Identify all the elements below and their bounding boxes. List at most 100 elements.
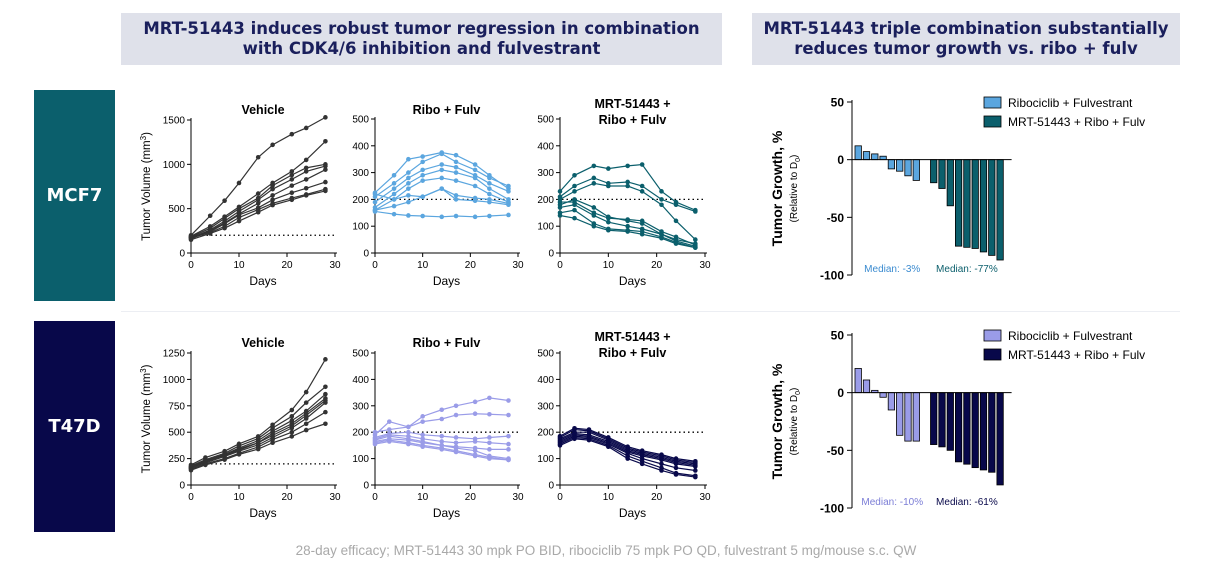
mcf7-waterfall-bar bbox=[988, 159, 996, 256]
mcf7-waterfall-bar bbox=[912, 159, 920, 181]
mcf7-vehicle-series-4-point bbox=[270, 193, 275, 198]
t47d-vehicle-series-2-point bbox=[289, 418, 295, 423]
mcf7-ribo-series-6-point bbox=[472, 195, 478, 201]
mcf7-combo-ytick-label: 100 bbox=[537, 222, 554, 233]
t47d-ribo-series-7-point bbox=[387, 439, 392, 444]
t47d-ribo-series-0-point bbox=[453, 403, 459, 409]
mcf7-ribo-series-1-point bbox=[391, 181, 397, 186]
mcf7-ribo-series-2-point bbox=[372, 199, 378, 205]
t47d-vehicle-ylabel-sup: 3 bbox=[139, 368, 148, 373]
t47d-ribo-series-1-point bbox=[487, 411, 492, 417]
mcf7-waterfall-ylabel-sub-main: (Relative to D bbox=[789, 162, 800, 223]
t47d-ribo-series-0-point bbox=[487, 395, 492, 401]
t47d-ribo-series-1-point bbox=[387, 419, 392, 424]
t47d-combo-series-7-point bbox=[572, 436, 577, 442]
mcf7-vehicle-xtick-label: 10 bbox=[233, 260, 245, 271]
mcf7-ribo-series-0-point bbox=[406, 156, 411, 162]
t47d-waterfall-ylabel-sub-subscript: 0 bbox=[795, 391, 802, 395]
mcf7-waterfall-bar bbox=[963, 159, 971, 248]
mcf7-combo-series-2-point bbox=[572, 189, 577, 194]
t47d-combo-ytick-label: 200 bbox=[537, 428, 554, 439]
mcf7-ribo-series-7-point bbox=[472, 214, 478, 220]
mcf7-combo-series-2-point bbox=[591, 181, 597, 186]
mcf7-vehicle-xtick-label: 0 bbox=[188, 260, 194, 271]
t47d-waterfall-legend-label-0: Ribociclib + Fulvestrant bbox=[1008, 329, 1133, 343]
mcf7-combo-series-4-point bbox=[639, 221, 645, 226]
right-header-line1: MRT-51443 triple combination substantial… bbox=[763, 19, 1169, 38]
mcf7-waterfall-bar bbox=[871, 153, 879, 161]
mcf7-vehicle-series-4-point bbox=[289, 183, 295, 188]
mcf7-vehicle-series-6-point bbox=[236, 215, 242, 220]
mcf7-vehicle-series-4-point bbox=[303, 177, 309, 182]
mcf7-ribo-series-0-point bbox=[420, 154, 425, 159]
mcf7-ribo-series-6-point bbox=[453, 193, 459, 198]
mcf7-combo-series-5-point bbox=[606, 219, 611, 225]
mcf7-combo-xlabel: Days bbox=[619, 274, 646, 288]
t47d-ribo-series-2-point bbox=[506, 433, 511, 439]
t47d-waterfall-bar bbox=[912, 392, 920, 442]
t47d-ribo-xtick-label: 10 bbox=[417, 492, 429, 503]
row-label-t47d: T47D bbox=[34, 321, 115, 532]
t47d-ribo-series-2-point bbox=[453, 435, 459, 440]
mcf7-combo-ytick-label: 0 bbox=[548, 249, 554, 260]
t47d-ribo-ytick-label: 300 bbox=[352, 401, 369, 412]
t47d-ribo-ytick-label: 500 bbox=[352, 349, 369, 360]
mcf7-vehicle-ylabel: Tumor Volume (mm3) bbox=[139, 132, 153, 241]
t47d-ribo-series-4-point bbox=[487, 447, 492, 452]
right-section-header: MRT-51443 triple combination substantial… bbox=[752, 13, 1180, 65]
mcf7-combo-series-7-point bbox=[591, 223, 597, 229]
mcf7-combo-title-line1: MRT-51443 + bbox=[594, 97, 670, 111]
mcf7-ribo-series-7-point bbox=[487, 213, 492, 219]
t47d-waterfall-ytick-label: -50 bbox=[827, 444, 845, 458]
mcf7-vehicle-series-1-point bbox=[323, 138, 328, 144]
mcf7-combo-series-0-point bbox=[591, 163, 597, 169]
mcf7-waterfall-bar bbox=[996, 159, 1004, 261]
t47d-ribo-series-4-point bbox=[506, 447, 511, 452]
mcf7-combo-series-7-point bbox=[625, 229, 630, 234]
mcf7-vehicle-series-1-point bbox=[255, 191, 261, 196]
mcf7-combo-series-0-point bbox=[639, 162, 645, 167]
t47d-waterfall-bar bbox=[946, 392, 954, 451]
t47d-combo-xtick-label: 30 bbox=[699, 492, 711, 503]
mcf7-vehicle-ytick-label: 1000 bbox=[163, 160, 186, 171]
mcf7-ribo-series-4-point bbox=[439, 175, 445, 181]
mcf7-ribo-series-6-point bbox=[487, 197, 492, 202]
mcf7-ribo-ytick-label: 0 bbox=[363, 249, 369, 260]
t47d-waterfall-bar bbox=[955, 392, 963, 463]
mcf7-vehicle-series-3-point bbox=[270, 186, 275, 192]
t47d-waterfall-ytick-label: 50 bbox=[831, 329, 845, 343]
t47d-vehicle-ytick-label: 250 bbox=[168, 454, 185, 465]
mcf7-vehicle-series-0-point bbox=[207, 213, 213, 219]
mcf7-ribo-series-1-point bbox=[453, 159, 459, 165]
t47d-combo-chart: MRT-51443 + Ribo + Fulv 0 100 200 300 400 500 0 1… bbox=[537, 330, 711, 520]
t47d-vehicle-series-1-line bbox=[190, 386, 326, 467]
mcf7-combo-series-5-point bbox=[625, 223, 630, 229]
mcf7-ribo-series-0-point bbox=[391, 172, 397, 178]
mcf7-ribo-xtick-label: 20 bbox=[465, 260, 477, 271]
t47d-vehicle-ylabel-end: ) bbox=[141, 364, 153, 368]
t47d-waterfall-legend-label-1: MRT-51443 + Ribo + Fulv bbox=[1008, 348, 1145, 362]
mcf7-combo-xtick-label: 0 bbox=[557, 260, 563, 271]
mcf7-ribo-series-1-point bbox=[406, 170, 411, 175]
mcf7-ribo-series-1-point bbox=[420, 159, 425, 165]
mcf7-ribo-series-3-point bbox=[391, 191, 397, 197]
t47d-vehicle-ytick-label: 750 bbox=[168, 401, 185, 412]
mcf7-ribo-series-5-point bbox=[372, 191, 378, 197]
t47d-ribo-series-2-point bbox=[439, 433, 445, 439]
t47d-waterfall-ytick-label: 0 bbox=[837, 386, 844, 400]
t47d-ribo-series-7-point bbox=[406, 441, 411, 447]
t47d-waterfall-bar bbox=[862, 379, 871, 394]
mcf7-ribo-series-6-point bbox=[506, 201, 511, 206]
t47d-waterfall-legend-swatch-0 bbox=[983, 329, 1002, 342]
mcf7-combo-series-4-point bbox=[572, 197, 577, 202]
mcf7-ribo-series-3-point bbox=[439, 167, 445, 173]
mcf7-vehicle-series-0-point bbox=[255, 154, 261, 160]
t47d-vehicle-title: Vehicle bbox=[241, 336, 284, 350]
t47d-combo-series-7-point bbox=[625, 456, 630, 461]
mcf7-combo-series-7-point bbox=[673, 241, 679, 246]
t47d-vehicle-series-0-point bbox=[289, 407, 295, 413]
t47d-vehicle-series-4-point bbox=[303, 413, 309, 418]
t47d-combo-series-7-point bbox=[606, 444, 611, 450]
mcf7-ribo-series-2-point bbox=[453, 164, 459, 170]
t47d-waterfall-bar bbox=[887, 392, 896, 411]
